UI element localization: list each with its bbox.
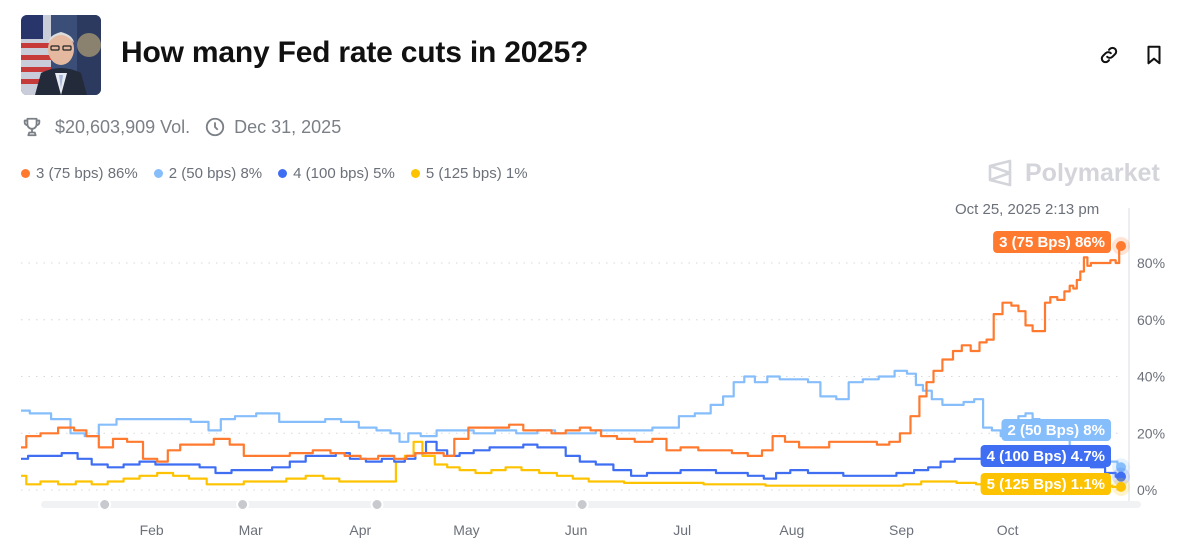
polymarket-watermark: Polymarket (985, 158, 1160, 188)
link-icon[interactable] (1098, 44, 1120, 66)
x-tick-label: Jul (673, 522, 691, 538)
y-tick-label: 60% (1137, 312, 1165, 328)
end-point-dot (1116, 240, 1126, 251)
x-tick-label: Feb (140, 522, 164, 538)
end-label-text: 5 (125 Bps) 1.1% (987, 476, 1105, 493)
series-line-5-125-bps-[interactable] (21, 440, 1121, 488)
timeline-marker[interactable] (98, 498, 112, 511)
legend-label: 4 (100 bps) 5% (293, 165, 395, 182)
end-label-text: 3 (75 Bps) 86% (999, 234, 1105, 251)
end-point-dot (1116, 481, 1126, 492)
market-thumbnail (21, 15, 101, 95)
legend-dot (278, 169, 288, 178)
legend-item-125bps[interactable]: 5 (125 bps) 1% (410, 165, 528, 182)
y-tick-label: 80% (1137, 255, 1165, 271)
end-label-pill (980, 445, 1111, 467)
end-date-text: Dec 31, 2025 (234, 116, 342, 137)
y-tick-label: 20% (1137, 425, 1165, 441)
x-tick-label: Aug (779, 522, 804, 538)
polymarket-logo-icon (988, 159, 1012, 187)
legend-label: 5 (125 bps) 1% (425, 165, 528, 182)
timeline-marker[interactable] (575, 498, 589, 511)
x-tick-label: Jun (565, 522, 588, 538)
series-line-4-100-bps-[interactable] (21, 440, 1121, 480)
x-tick-label: May (453, 522, 479, 538)
x-tick-label: Sep (889, 522, 914, 538)
timeline-scrub-bar[interactable] (41, 501, 1141, 508)
legend-label: 2 (50 bps) 8% (168, 165, 263, 182)
series-line-3-75-bps-[interactable] (21, 244, 1121, 463)
x-tick-label: Mar (239, 522, 263, 538)
end-label-text: 2 (50 Bps) 8% (1007, 422, 1105, 439)
trophy-icon (21, 116, 43, 138)
volume-text: $20,603,909 Vol. (55, 116, 191, 137)
series-line-2-50-bps-[interactable] (21, 369, 1121, 469)
end-point-dot (1116, 462, 1126, 473)
fed-chair-portrait-image (21, 15, 101, 95)
legend-item-100bps[interactable]: 4 (100 bps) 5% (278, 165, 395, 182)
legend-label: 3 (75 bps) 86% (36, 165, 138, 182)
hover-timestamp: Oct 25, 2025 2:13 pm (955, 201, 1100, 218)
end-point-dot (1116, 471, 1126, 482)
legend-item-50bps[interactable]: 2 (50 bps) 8% (153, 165, 263, 182)
chart-legend: 3 (75 bps) 86% 2 (50 bps) 8% 4 (100 bps)… (21, 165, 544, 182)
market-title: How many Fed rate cuts in 2025? (121, 36, 589, 69)
end-label-pill (980, 473, 1111, 495)
end-label-pill (993, 231, 1111, 253)
timeline-marker[interactable] (236, 498, 250, 511)
y-tick-label: 0% (1137, 482, 1157, 498)
clock-icon (204, 116, 226, 138)
end-label-pill (1001, 419, 1111, 441)
end-label-text: 4 (100 Bps) 4.7% (987, 448, 1105, 465)
timeline-marker[interactable] (370, 498, 384, 511)
y-tick-label: 40% (1137, 369, 1165, 385)
x-tick-label: Oct (997, 522, 1019, 538)
legend-dot (21, 169, 30, 178)
bookmark-icon[interactable] (1143, 44, 1165, 66)
market-meta: $20,603,909 Vol. Dec 31, 2025 (21, 116, 341, 138)
x-tick-label: Apr (349, 522, 371, 538)
legend-dot (153, 169, 163, 178)
watermark-text: Polymarket (1025, 158, 1160, 187)
legend-item-75bps[interactable]: 3 (75 bps) 86% (21, 165, 138, 182)
legend-dot (410, 169, 420, 178)
